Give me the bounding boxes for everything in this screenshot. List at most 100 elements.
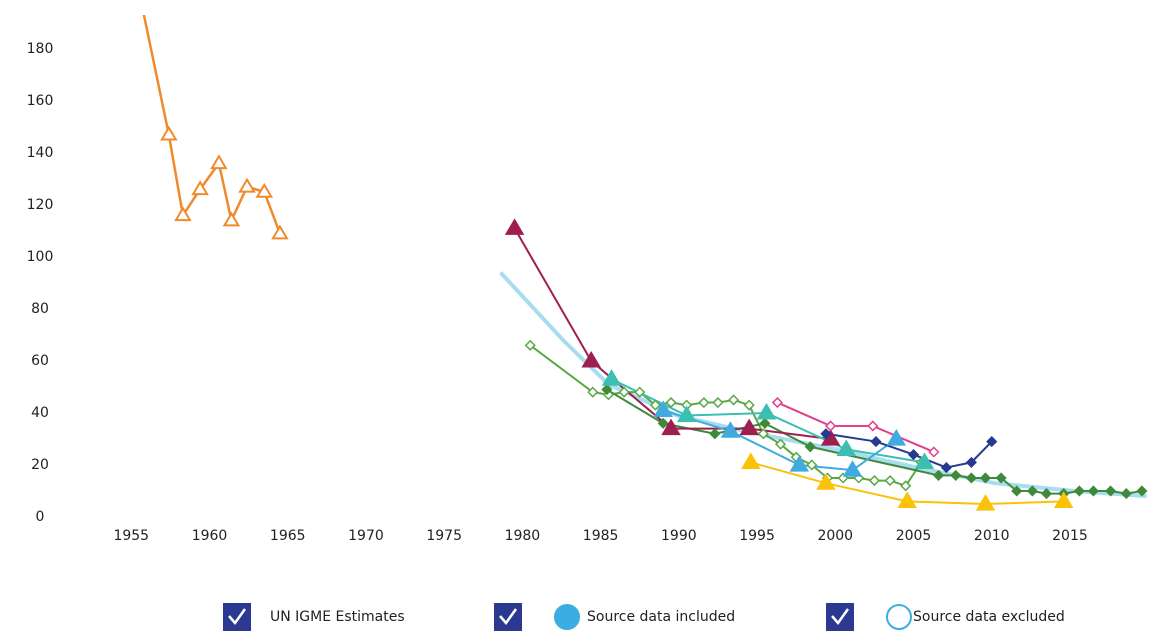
data-point — [965, 456, 977, 468]
data-point — [914, 452, 935, 469]
series-line — [825, 432, 993, 469]
legend-checkbox[interactable] — [826, 603, 854, 631]
y-tick-label: 0 — [36, 509, 45, 525]
legend-checkbox[interactable] — [223, 603, 251, 631]
data-point — [825, 420, 837, 432]
data-point — [820, 428, 832, 440]
data-point — [676, 405, 697, 423]
x-tick-label: 1995 — [739, 528, 775, 544]
checkmark — [499, 608, 518, 626]
data-point — [587, 386, 599, 398]
data-point — [900, 480, 912, 492]
data-point — [986, 436, 998, 448]
data-point — [868, 475, 880, 487]
x-tick-label: 1980 — [505, 528, 541, 544]
data-point — [771, 396, 783, 409]
y-tick-label: 100 — [27, 249, 54, 265]
legend-checkbox[interactable] — [494, 603, 522, 631]
y-tick-label: 180 — [27, 41, 54, 57]
data-point — [1040, 488, 1053, 500]
x-tick-label: 1955 — [113, 528, 149, 544]
data-point — [618, 386, 630, 398]
plot-area — [142, 15, 1148, 511]
data-point — [728, 394, 740, 406]
data-point — [932, 469, 945, 481]
data-point — [581, 350, 601, 368]
data-point — [160, 125, 178, 141]
data-point — [634, 386, 646, 398]
data-point — [524, 339, 536, 351]
data-point — [836, 439, 856, 456]
data-point — [504, 218, 525, 235]
y-tick-label: 120 — [27, 197, 54, 213]
legend-symbol — [554, 604, 580, 630]
data-point — [804, 441, 816, 453]
data-point — [222, 211, 241, 227]
x-tick-label: 2005 — [896, 528, 932, 544]
legend-item[interactable]: Source data excluded — [826, 603, 1065, 631]
data-point — [995, 472, 1007, 484]
data-point — [653, 400, 673, 417]
data-point — [975, 494, 996, 511]
data-point — [1105, 485, 1117, 497]
checkmark — [228, 608, 247, 626]
legend-symbol — [886, 604, 912, 630]
data-point — [709, 428, 721, 440]
data-point — [756, 402, 777, 420]
data-point — [601, 369, 622, 386]
data-point — [1053, 491, 1074, 508]
x-tick-label: 1985 — [583, 528, 619, 544]
legend-item[interactable]: Source data included — [494, 603, 735, 631]
data-point — [191, 180, 209, 196]
data-point — [649, 399, 661, 411]
data-point — [884, 475, 896, 487]
data-point — [940, 462, 952, 474]
data-point — [928, 446, 940, 458]
legend-item[interactable]: UN IGME Estimates — [223, 603, 405, 631]
y-tick-label: 80 — [31, 301, 49, 317]
data-point — [665, 396, 677, 409]
data-point — [979, 472, 992, 484]
x-tick-label: 1990 — [661, 528, 697, 544]
data-point — [907, 449, 920, 461]
data-point — [816, 473, 836, 490]
data-point — [867, 420, 879, 432]
data-point — [1120, 488, 1132, 500]
data-point — [210, 154, 228, 170]
data-point — [1011, 485, 1023, 497]
data-point — [1073, 485, 1085, 497]
data-point — [739, 418, 759, 436]
x-tick-label: 2010 — [974, 528, 1010, 544]
series-line — [513, 227, 831, 440]
data-point — [757, 428, 769, 440]
legend-label: Source data included — [587, 609, 735, 625]
y-tick-label: 140 — [27, 145, 54, 161]
checkmark — [831, 608, 850, 626]
x-tick-label: 1965 — [270, 528, 306, 544]
x-tick-label: 1960 — [192, 528, 228, 544]
x-tick-label: 1975 — [426, 528, 462, 544]
data-point — [806, 459, 818, 471]
data-point — [271, 224, 289, 240]
data-point — [886, 428, 907, 446]
data-point — [238, 177, 256, 193]
data-point — [720, 421, 741, 438]
data-point — [255, 182, 274, 198]
x-tick-label: 1970 — [348, 528, 384, 544]
y-tick-label: 160 — [27, 93, 54, 109]
y-tick-label: 20 — [31, 457, 49, 473]
data-point — [842, 460, 863, 477]
legend-label: Source data excluded — [913, 609, 1065, 625]
data-point — [965, 472, 977, 484]
legend-label: UN IGME Estimates — [270, 609, 405, 625]
data-point — [1087, 485, 1099, 497]
data-point — [1136, 485, 1148, 497]
data-point — [657, 417, 669, 429]
x-tick-label: 2000 — [817, 528, 853, 544]
series-line — [777, 401, 935, 453]
data-point — [870, 436, 882, 448]
data-point — [174, 206, 192, 222]
data-point — [601, 383, 613, 396]
